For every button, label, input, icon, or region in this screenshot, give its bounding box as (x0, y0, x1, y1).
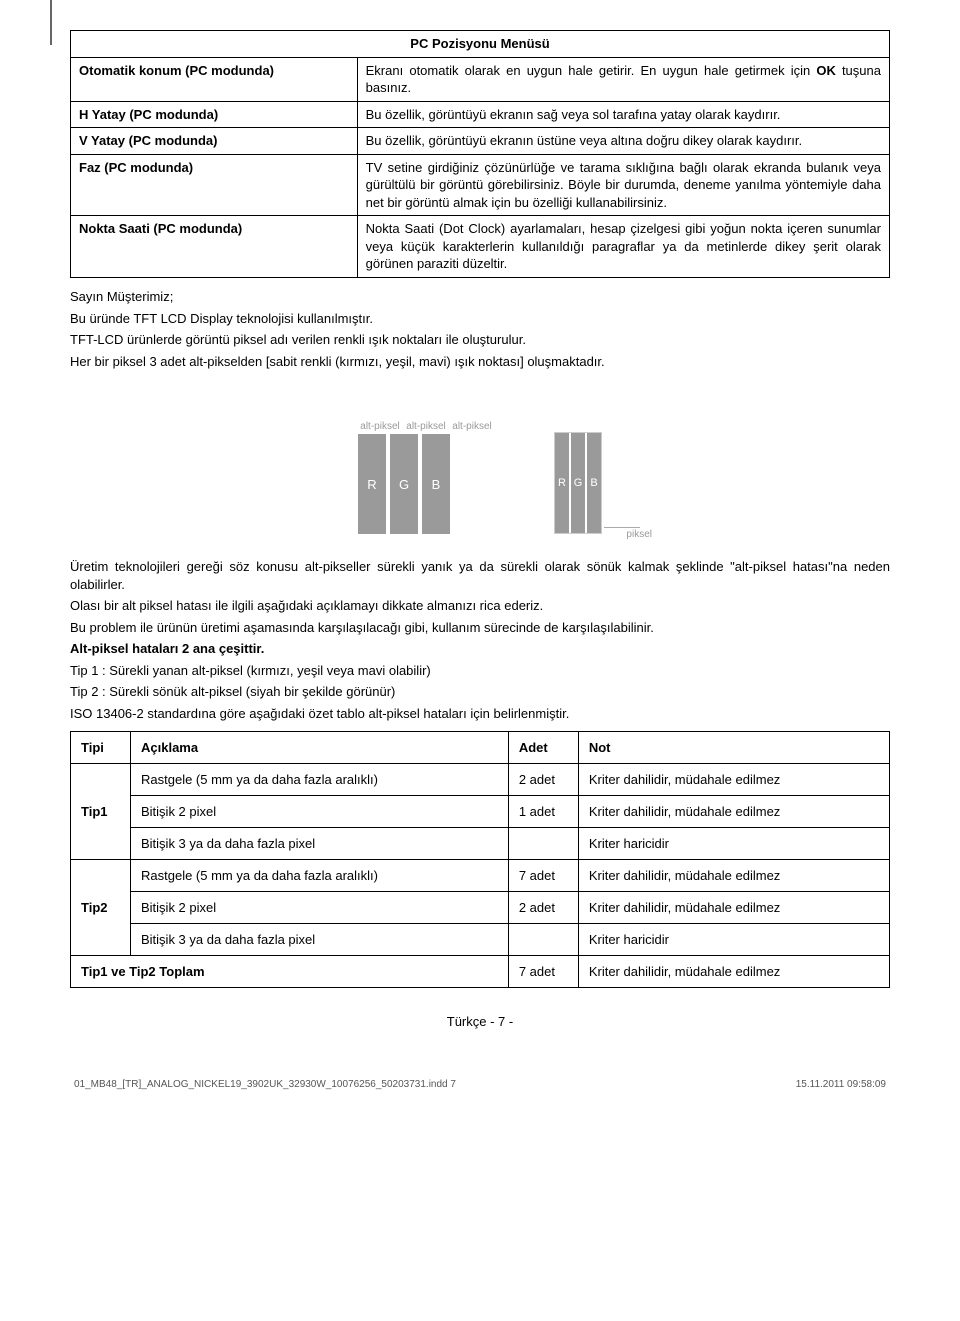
g-subpixel: G (571, 433, 585, 533)
doc-filename: 01_MB48_[TR]_ANALOG_NICKEL19_3902UK_3293… (74, 1079, 456, 1090)
document-footer: 01_MB48_[TR]_ANALOG_NICKEL19_3902UK_3293… (70, 1079, 890, 1090)
r-subpixel: R (555, 433, 569, 533)
table-row-total: Tip1 ve Tip2 Toplam 7 adet Kriter dahili… (71, 955, 890, 987)
table-row: Tip2 Rastgele (5 mm ya da daha fazla ara… (71, 859, 890, 891)
menu-row-label: Otomatik konum (PC modunda) (71, 57, 358, 101)
page-number-footer: Türkçe - 7 - (70, 1014, 890, 1029)
b-subpixel: B (587, 433, 601, 533)
top-crop-mark (50, 0, 52, 45)
piksel-label: piksel (626, 529, 652, 540)
menu-row-label: Nokta Saati (PC modunda) (71, 216, 358, 278)
alt-piksel-label: alt-piksel (358, 421, 402, 432)
defect-adet (508, 923, 578, 955)
body-p5: Tip 1 : Sürekli yanan alt-piksel (kırmız… (70, 662, 890, 680)
defect-total-label: Tip1 ve Tip2 Toplam (71, 955, 509, 987)
rgb-combined-group: R G B piksel (554, 432, 602, 534)
defect-header-adet: Adet (508, 731, 578, 763)
menu-row-desc: Ekranı otomatik olarak en uygun hale get… (357, 57, 889, 101)
defect-aciklama: Rastgele (5 mm ya da daha fazla aralıklı… (131, 763, 509, 795)
body-p7: ISO 13406-2 standardına göre aşağıdaki ö… (70, 705, 890, 723)
table-row: Bitişik 2 pixel 1 adet Kriter dahilidir,… (71, 795, 890, 827)
defect-adet: 7 adet (508, 859, 578, 891)
r-bar: R (358, 434, 386, 534)
table-row: Tip1 Rastgele (5 mm ya da daha fazla ara… (71, 763, 890, 795)
defect-tipi-1: Tip1 (71, 763, 131, 859)
pc-position-menu-table: PC Pozisyonu Menüsü Otomatik konum (PC m… (70, 30, 890, 278)
defect-aciklama: Bitişik 3 ya da daha fazla pixel (131, 827, 509, 859)
doc-timestamp: 15.11.2011 09:58:09 (796, 1079, 886, 1090)
pixel-diagram: alt-piksel alt-piksel alt-piksel R G B R… (70, 384, 890, 534)
defect-aciklama: Rastgele (5 mm ya da daha fazla aralıklı… (131, 859, 509, 891)
defect-not: Kriter dahilidir, müdahale edilmez (578, 891, 889, 923)
piksel-pointer-line (604, 527, 640, 528)
table-row: Bitişik 2 pixel 2 adet Kriter dahilidir,… (71, 891, 890, 923)
defect-aciklama: Bitişik 2 pixel (131, 891, 509, 923)
defect-adet: 1 adet (508, 795, 578, 827)
menu-row: H Yatay (PC modunda) Bu özellik, görüntü… (71, 101, 890, 128)
defect-header-not: Not (578, 731, 889, 763)
defect-not: Kriter dahilidir, müdahale edilmez (578, 859, 889, 891)
rgb-separate-group: alt-piksel alt-piksel alt-piksel R G B (358, 421, 494, 534)
body-p1: Üretim teknolojileri gereği söz konusu a… (70, 558, 890, 593)
intro-line-4: Her bir piksel 3 adet alt-pikselden [sab… (70, 353, 890, 371)
table-row: Bitişik 3 ya da daha fazla pixel Kriter … (71, 827, 890, 859)
defect-not: Kriter dahilidir, müdahale edilmez (578, 795, 889, 827)
defect-adet (508, 827, 578, 859)
alt-piksel-label: alt-piksel (450, 421, 494, 432)
defect-header-row: Tipi Açıklama Adet Not (71, 731, 890, 763)
defect-header-tipi: Tipi (71, 731, 131, 763)
defect-aciklama: Bitişik 3 ya da daha fazla pixel (131, 923, 509, 955)
alt-piksel-label: alt-piksel (404, 421, 448, 432)
defect-not: Kriter haricidir (578, 923, 889, 955)
defect-header-aciklama: Açıklama (131, 731, 509, 763)
defect-adet: 2 adet (508, 891, 578, 923)
body-p4-bold: Alt-piksel hataları 2 ana çeşittir. (70, 640, 890, 658)
menu-header: PC Pozisyonu Menüsü (71, 31, 890, 58)
g-bar: G (390, 434, 418, 534)
menu-row-desc: Nokta Saati (Dot Clock) ayarlamaları, he… (357, 216, 889, 278)
defect-not: Kriter dahilidir, müdahale edilmez (578, 763, 889, 795)
defect-adet: 2 adet (508, 763, 578, 795)
page-label: Türkçe - 7 - (447, 1014, 513, 1029)
defect-tipi-2: Tip2 (71, 859, 131, 955)
menu-row: Faz (PC modunda) TV setine girdiğiniz çö… (71, 154, 890, 216)
menu-row-desc: Bu özellik, görüntüyü ekranın üstüne vey… (357, 128, 889, 155)
defect-total-not: Kriter dahilidir, müdahale edilmez (578, 955, 889, 987)
defect-not: Kriter haricidir (578, 827, 889, 859)
menu-row-label: V Yatay (PC modunda) (71, 128, 358, 155)
body-p2: Olası bir alt piksel hatası ile ilgili a… (70, 597, 890, 615)
body-p3: Bu problem ile ürünün üretimi aşamasında… (70, 619, 890, 637)
menu-row-label: Faz (PC modunda) (71, 154, 358, 216)
menu-row: Nokta Saati (PC modunda) Nokta Saati (Do… (71, 216, 890, 278)
intro-line-1: Sayın Müşterimiz; (70, 288, 890, 306)
menu-row-desc: Bu özellik, görüntüyü ekranın sağ veya s… (357, 101, 889, 128)
defect-aciklama: Bitişik 2 pixel (131, 795, 509, 827)
table-row: Bitişik 3 ya da daha fazla pixel Kriter … (71, 923, 890, 955)
b-bar: B (422, 434, 450, 534)
menu-row-label: H Yatay (PC modunda) (71, 101, 358, 128)
menu-row: V Yatay (PC modunda) Bu özellik, görüntü… (71, 128, 890, 155)
defect-table: Tipi Açıklama Adet Not Tip1 Rastgele (5 … (70, 731, 890, 988)
intro-line-2: Bu üründe TFT LCD Display teknolojisi ku… (70, 310, 890, 328)
defect-total-adet: 7 adet (508, 955, 578, 987)
intro-line-3: TFT-LCD ürünlerde görüntü piksel adı ver… (70, 331, 890, 349)
body-p6: Tip 2 : Sürekli sönük alt-piksel (siyah … (70, 683, 890, 701)
menu-row: Otomatik konum (PC modunda) Ekranı otoma… (71, 57, 890, 101)
menu-row-desc: TV setine girdiğiniz çözünürlüğe ve tara… (357, 154, 889, 216)
